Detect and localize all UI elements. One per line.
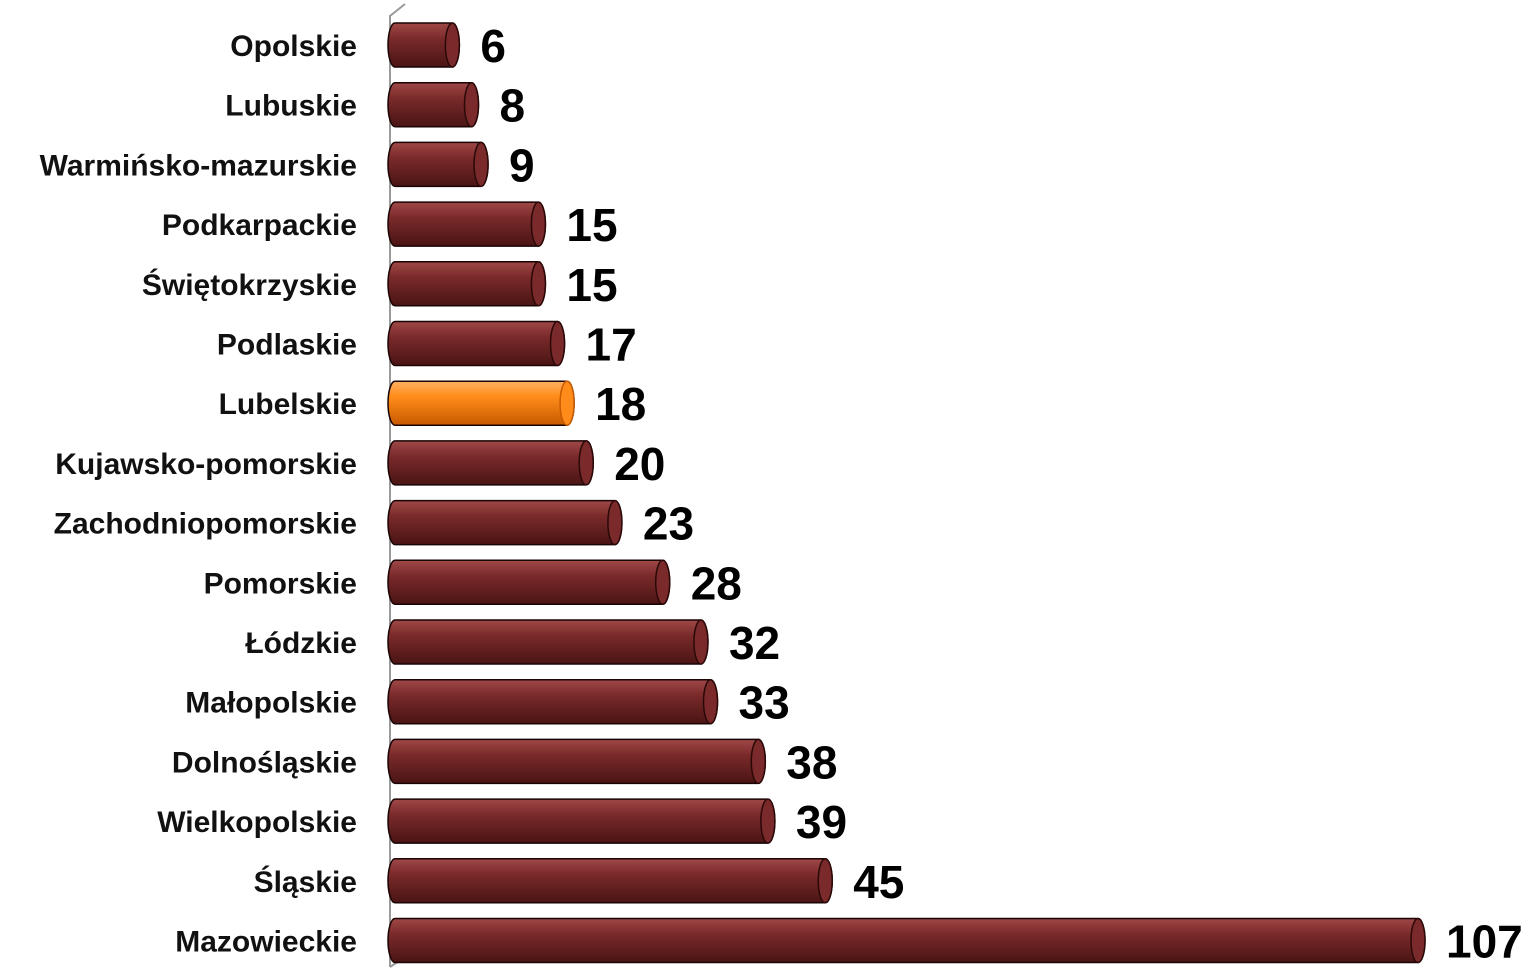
data-label: 6 <box>480 20 506 72</box>
bar-end-cap <box>444 22 461 68</box>
bar-7 <box>387 380 575 426</box>
bar-end-cap <box>760 798 776 844</box>
bars-group <box>387 22 1426 964</box>
bar-body <box>387 619 709 665</box>
bar-end-cap <box>750 738 767 785</box>
bar-10 <box>387 559 671 606</box>
bar-body <box>387 261 547 307</box>
bar-16 <box>387 917 1426 964</box>
bar-body <box>387 678 719 725</box>
category-label: Lubelskie <box>219 388 357 421</box>
bar-end-cap <box>607 499 623 546</box>
bar-12 <box>387 678 719 725</box>
category-label: Lubuskie <box>225 90 357 123</box>
data-label: 39 <box>796 796 847 848</box>
data-label: 28 <box>691 557 742 609</box>
bar-body <box>387 380 575 426</box>
bar-15 <box>387 858 833 904</box>
bar-end-cap <box>473 141 489 188</box>
bar-14 <box>387 798 776 844</box>
category-label: Kujawsko-pomorskie <box>55 448 357 481</box>
bar-body <box>387 141 489 188</box>
category-label: Świętokrzyskie <box>142 268 357 302</box>
data-label: 23 <box>643 498 694 550</box>
bar-body <box>387 858 833 904</box>
bar-end-cap <box>578 440 594 486</box>
bar-body <box>387 201 547 247</box>
category-label: Małopolskie <box>185 687 357 720</box>
bar-end-cap <box>1410 917 1426 964</box>
data-label: 45 <box>853 856 904 908</box>
bar-6 <box>387 320 566 367</box>
data-label: 33 <box>739 677 790 729</box>
bar-end-cap <box>654 559 671 606</box>
bar-8 <box>387 440 594 486</box>
bar-end-cap <box>702 678 719 725</box>
bar-5 <box>387 261 547 307</box>
labels-group: Opolskie 6 Lubuskie 8 Warmińsko-mazurskie 9 Po… <box>40 20 1523 968</box>
bar-body <box>387 440 594 486</box>
bar-1 <box>387 22 461 68</box>
data-label: 38 <box>786 736 837 788</box>
bar-body <box>387 320 566 367</box>
data-label: 15 <box>566 259 617 311</box>
bar-13 <box>387 738 767 785</box>
bar-body <box>387 738 767 785</box>
bar-3 <box>387 141 489 188</box>
data-label: 17 <box>586 319 637 371</box>
bar-body <box>387 917 1426 964</box>
bar-body <box>387 559 671 606</box>
data-label: 32 <box>729 617 780 669</box>
category-label: Zachodniopomorskie <box>54 508 357 541</box>
category-label: Opolskie <box>230 30 357 63</box>
bar-end-cap <box>463 81 480 128</box>
bar-11 <box>387 619 709 665</box>
category-label: Wielkopolskie <box>157 806 357 839</box>
category-label: Podkarpackie <box>162 209 357 242</box>
bar-2 <box>387 81 480 128</box>
bar-body <box>387 798 776 844</box>
bar-4 <box>387 201 547 247</box>
data-label: 9 <box>509 139 535 191</box>
bar-end-cap <box>530 201 547 247</box>
category-label: Warmińsko-mazurskie <box>40 149 357 182</box>
bar-end-cap <box>530 261 547 307</box>
bar-end-cap <box>559 380 575 426</box>
category-label: Podlaskie <box>217 329 357 362</box>
bar-9 <box>387 499 623 546</box>
bar-body <box>387 499 623 546</box>
category-label: Łódzkie <box>245 627 357 660</box>
bar-end-cap <box>693 619 709 665</box>
data-label: 15 <box>566 199 617 251</box>
category-label: Śląskie <box>254 865 357 899</box>
bar-end-cap <box>549 320 566 367</box>
data-label: 8 <box>499 80 525 132</box>
category-label: Mazowieckie <box>175 926 357 959</box>
bar-end-cap <box>817 858 833 904</box>
data-label: 18 <box>595 378 646 430</box>
category-label: Pomorskie <box>204 567 357 600</box>
data-label: 20 <box>614 438 665 490</box>
category-label: Dolnośląskie <box>172 746 357 779</box>
data-label: 107 <box>1446 916 1523 968</box>
